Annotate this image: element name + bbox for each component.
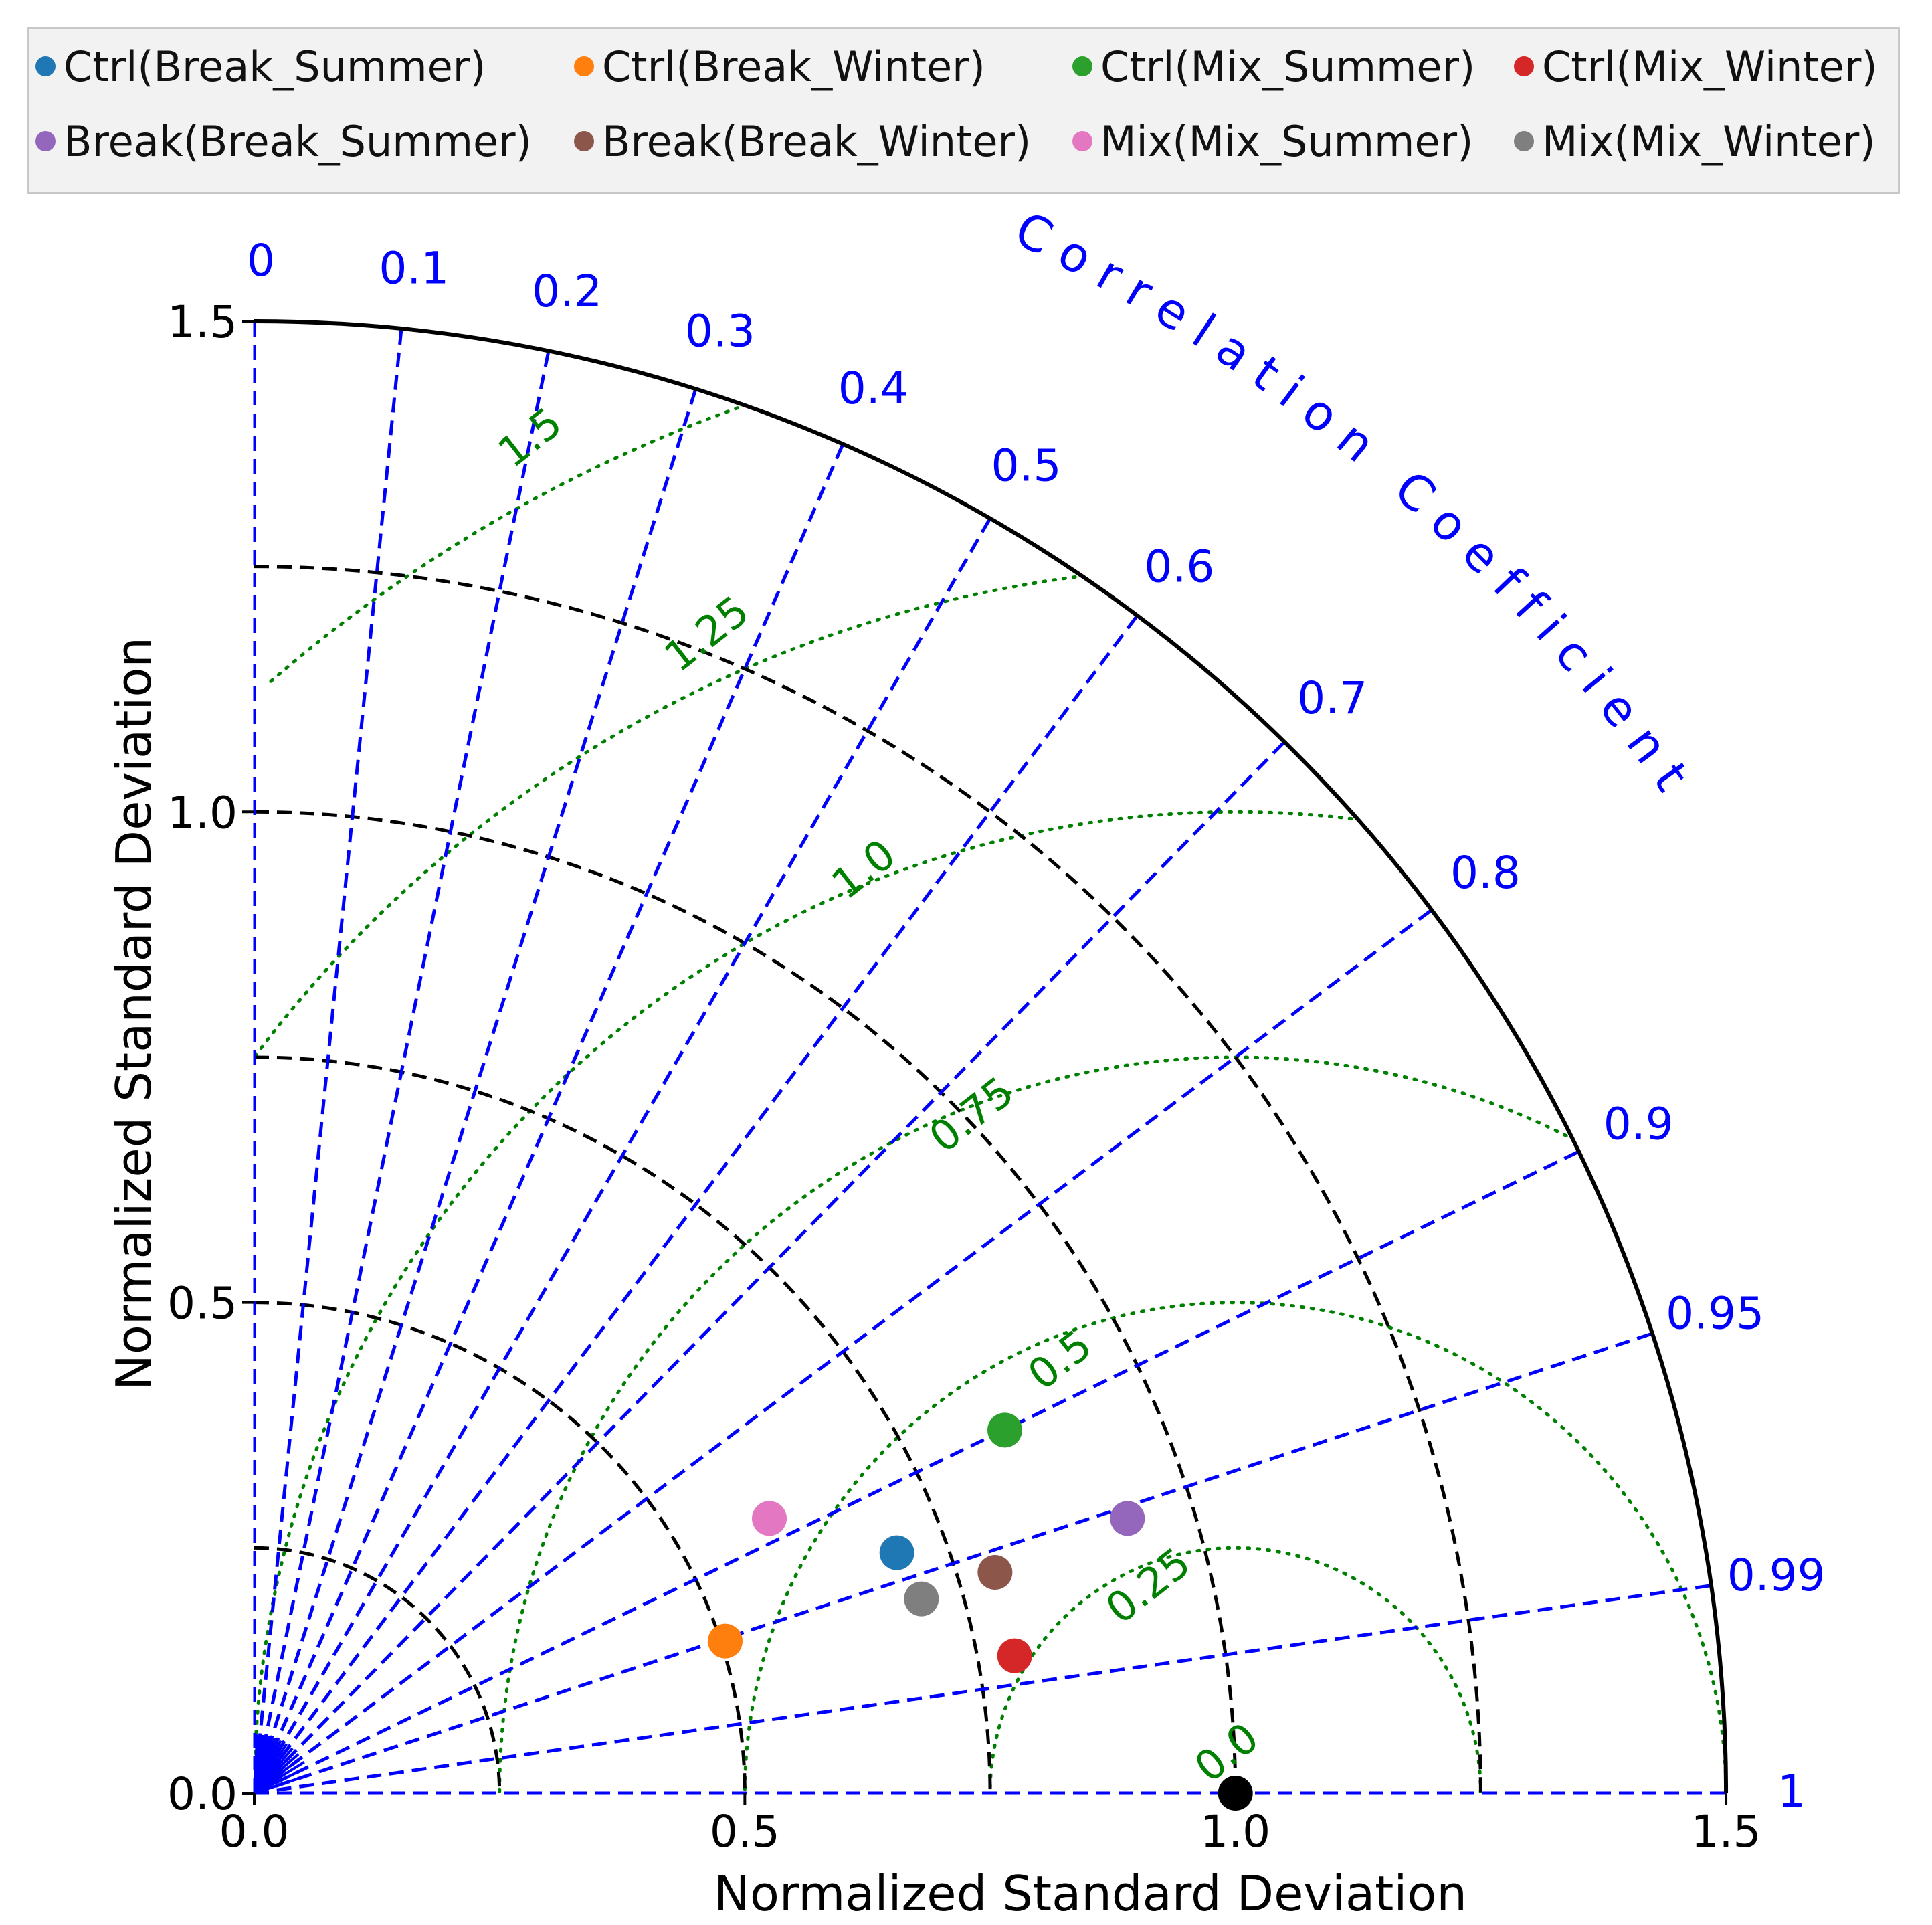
rms-contour bbox=[498, 1055, 1727, 1794]
legend-marker bbox=[1072, 131, 1092, 151]
data-point bbox=[904, 1581, 939, 1617]
corr-ray bbox=[254, 741, 1286, 1794]
axes-layer bbox=[242, 318, 1729, 1805]
reference-point bbox=[1218, 1776, 1253, 1811]
y-axis-title: Normalized Standard Deviation bbox=[106, 637, 162, 1390]
outer-arc bbox=[254, 318, 1729, 1794]
grid-layer bbox=[254, 320, 1727, 1794]
legend-item: Ctrl(Mix_Summer) bbox=[1072, 33, 1475, 100]
rms-label: 0.25 bbox=[1096, 1538, 1199, 1633]
data-point bbox=[977, 1554, 1013, 1590]
y-tick-label: 0.5 bbox=[167, 1278, 237, 1330]
legend-item: Ctrl(Mix_Winter) bbox=[1514, 33, 1878, 100]
corr-minor-ray bbox=[254, 1773, 311, 1794]
corr-tick-label: 0.2 bbox=[532, 266, 602, 317]
legend-marker bbox=[35, 131, 56, 151]
rms-contour bbox=[268, 320, 1727, 1794]
data-point bbox=[997, 1638, 1032, 1673]
y-tick-label: 0.0 bbox=[167, 1768, 237, 1820]
legend-item: Ctrl(Break_Summer) bbox=[35, 33, 486, 100]
rms-contour bbox=[743, 1301, 1727, 1794]
legend: Ctrl(Break_Summer) Ctrl(Break_Winter) Ctrl… bbox=[27, 27, 1900, 194]
data-point bbox=[752, 1501, 787, 1536]
points-layer bbox=[708, 1412, 1253, 1811]
y-tick-label: 1.0 bbox=[167, 787, 237, 838]
corr-ray bbox=[254, 328, 403, 1794]
legend-marker bbox=[1514, 131, 1534, 151]
rms-contour bbox=[254, 565, 1727, 1794]
x-tick-label: 0.0 bbox=[219, 1806, 290, 1857]
corr-tick-label: 0.3 bbox=[685, 305, 755, 357]
corr-ray bbox=[254, 388, 698, 1794]
labels-layer: 0.0 0.5 1.0 1.5 0.0 0.5 1.0 1.5 Normalized Stand… bbox=[106, 201, 1826, 1922]
data-point bbox=[708, 1623, 743, 1659]
corr-tick-label: 0.1 bbox=[379, 242, 449, 294]
legend-marker bbox=[1514, 56, 1534, 76]
data-point bbox=[1110, 1501, 1145, 1536]
legend-marker bbox=[574, 131, 594, 151]
corr-ray bbox=[254, 1584, 1712, 1794]
std-arc bbox=[254, 1301, 747, 1794]
data-point bbox=[879, 1535, 914, 1570]
legend-item: Mix(Mix_Summer) bbox=[1072, 108, 1473, 175]
corr-ray bbox=[254, 1150, 1580, 1794]
rms-label: 1.5 bbox=[489, 398, 571, 477]
corr-ray bbox=[254, 908, 1433, 1794]
rms-contour bbox=[254, 810, 1727, 1794]
corr-ray bbox=[254, 614, 1139, 1794]
legend-item: Ctrl(Break_Winter) bbox=[574, 33, 985, 100]
legend-item: Break(Break_Winter) bbox=[574, 108, 1031, 175]
corr-tick-label: 0.9 bbox=[1604, 1099, 1674, 1150]
corr-tick-label: 0.99 bbox=[1727, 1550, 1826, 1601]
corr-tick-label: 0.5 bbox=[991, 440, 1062, 491]
x-tick-label: 1.0 bbox=[1200, 1806, 1270, 1857]
legend-label: Mix(Mix_Winter) bbox=[1542, 116, 1876, 166]
corr-tick-label: 0.8 bbox=[1450, 847, 1521, 899]
rms-label: 0.5 bbox=[1019, 1320, 1101, 1399]
std-arc bbox=[254, 1546, 502, 1794]
legend-marker bbox=[1072, 56, 1092, 76]
legend-label: Ctrl(Break_Winter) bbox=[602, 41, 985, 91]
legend-label: Break(Break_Summer) bbox=[64, 116, 532, 166]
x-tick-label: 1.5 bbox=[1691, 1806, 1761, 1857]
corr-ray bbox=[254, 350, 551, 1794]
legend-label: Ctrl(Mix_Winter) bbox=[1542, 41, 1878, 91]
corr-tick-label: 0.7 bbox=[1297, 672, 1367, 724]
legend-item: Break(Break_Summer) bbox=[35, 108, 532, 175]
legend-label: Ctrl(Break_Summer) bbox=[64, 41, 486, 91]
corr-tick-label: 0.4 bbox=[838, 363, 908, 414]
corr-ray bbox=[254, 443, 845, 1794]
std-arc bbox=[254, 810, 1238, 1794]
legend-marker bbox=[35, 56, 56, 76]
x-tick-label: 0.5 bbox=[710, 1806, 780, 1857]
legend-label: Mix(Mix_Summer) bbox=[1100, 116, 1474, 166]
rms-label: 1.0 bbox=[822, 830, 904, 909]
data-point bbox=[987, 1412, 1023, 1448]
legend-marker bbox=[574, 56, 594, 76]
rms-label: 0.75 bbox=[920, 1067, 1023, 1162]
x-axis-title: Normalized Standard Deviation bbox=[714, 1865, 1467, 1922]
corr-ray bbox=[254, 1332, 1653, 1794]
y-tick-label: 1.5 bbox=[167, 296, 237, 348]
std-arc bbox=[254, 565, 1482, 1794]
corr-ray bbox=[254, 517, 992, 1794]
legend-item: Mix(Mix_Winter) bbox=[1514, 108, 1876, 175]
corr-tick-label: 0 bbox=[247, 235, 275, 286]
corr-tick-label: 0.6 bbox=[1144, 541, 1214, 593]
legend-label: Break(Break_Winter) bbox=[602, 116, 1032, 166]
std-arc bbox=[254, 1055, 992, 1794]
corr-tick-label: 1 bbox=[1777, 1766, 1806, 1817]
legend-label: Ctrl(Mix_Summer) bbox=[1100, 41, 1476, 91]
corr-tick-label: 0.95 bbox=[1666, 1288, 1764, 1340]
